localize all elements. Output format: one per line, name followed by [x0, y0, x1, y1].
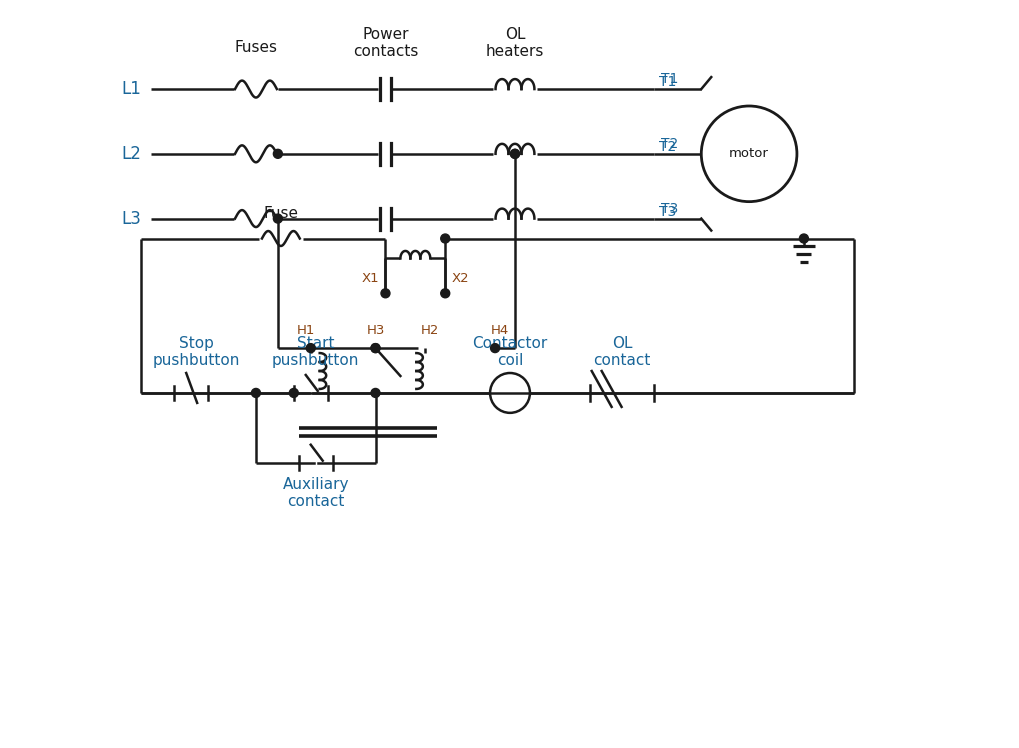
Circle shape — [371, 343, 380, 352]
Text: T2: T2 — [658, 140, 676, 154]
Text: OL: OL — [504, 27, 525, 42]
Text: T3: T3 — [658, 205, 676, 218]
Circle shape — [510, 150, 519, 159]
Text: L3: L3 — [121, 209, 142, 227]
Circle shape — [510, 150, 519, 159]
Text: H1: H1 — [297, 324, 315, 337]
Text: Fuse: Fuse — [263, 206, 299, 221]
Text: motor: motor — [729, 147, 768, 160]
Circle shape — [799, 234, 808, 243]
Text: coil: coil — [496, 352, 523, 367]
Text: H2: H2 — [421, 324, 439, 337]
Text: H3: H3 — [366, 324, 384, 337]
Text: L2: L2 — [121, 145, 142, 163]
Circle shape — [306, 343, 315, 352]
Circle shape — [490, 343, 499, 352]
Text: L1: L1 — [121, 80, 142, 98]
Text: H4: H4 — [490, 324, 508, 337]
Circle shape — [371, 343, 380, 352]
Text: pushbutton: pushbutton — [152, 352, 239, 367]
Circle shape — [371, 388, 380, 397]
Circle shape — [289, 388, 298, 397]
Text: Contactor: Contactor — [472, 336, 547, 351]
Text: Power: Power — [362, 27, 409, 42]
Circle shape — [440, 234, 449, 243]
Circle shape — [381, 289, 389, 298]
Text: Start: Start — [297, 336, 334, 351]
Circle shape — [252, 388, 260, 397]
Text: contact: contact — [593, 352, 650, 367]
Text: contacts: contacts — [353, 43, 418, 58]
Text: heaters: heaters — [485, 43, 543, 58]
Circle shape — [273, 150, 282, 159]
Text: Fuses: Fuses — [234, 40, 277, 55]
Text: T1: T1 — [660, 72, 678, 86]
Circle shape — [440, 289, 449, 298]
Text: T2: T2 — [660, 137, 678, 151]
Text: Stop: Stop — [178, 336, 213, 351]
Text: X2: X2 — [451, 272, 469, 285]
Text: OL: OL — [611, 336, 632, 351]
Text: T3: T3 — [660, 202, 678, 215]
Text: X1: X1 — [362, 272, 379, 285]
Text: T1: T1 — [658, 75, 676, 89]
Text: contact: contact — [286, 494, 344, 509]
Text: Auxiliary: Auxiliary — [282, 477, 348, 492]
Text: pushbutton: pushbutton — [272, 352, 359, 367]
Circle shape — [273, 214, 282, 223]
